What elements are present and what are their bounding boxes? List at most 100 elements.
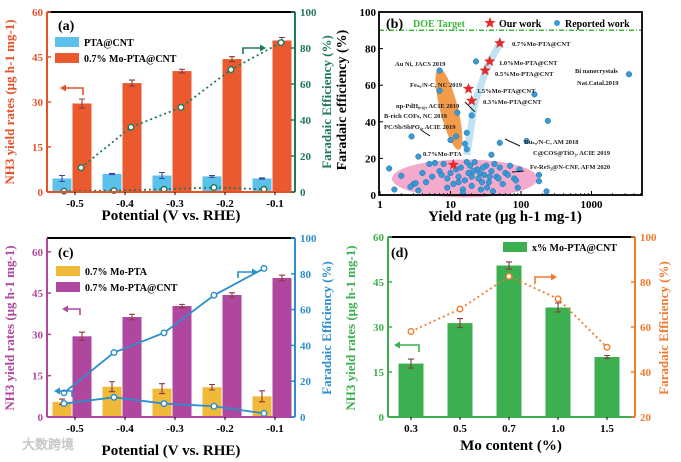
panel-label: (d) [391, 246, 408, 261]
star-label: 1.5%Mo-PTA@CNT [477, 88, 536, 95]
reported-point [625, 71, 633, 78]
x-tick-label: 100 [513, 199, 530, 211]
reported-point [514, 184, 521, 191]
reported-point [423, 179, 430, 186]
right-y-tick-label: 20 [300, 376, 312, 388]
star-label: 0.7%Mo-PTA@CNT [512, 41, 571, 48]
annotation: B-rich COFs, NC 2019 [384, 113, 448, 120]
reported-point [436, 87, 443, 94]
reported-point [499, 180, 506, 188]
right-y-tick-label: 60 [300, 79, 312, 91]
highlight-region-orange [435, 68, 463, 150]
right-y-tick-label: 80 [300, 43, 312, 55]
right-y-tick-label: 100 [640, 232, 657, 244]
right-axis-arrow-head [252, 268, 258, 276]
y-axis-title: NH3 yield rates (μg h-1 mg-1) [2, 19, 17, 184]
y-tick-label: 60 [32, 7, 44, 19]
reported-point [472, 58, 480, 65]
y-tick-label: 30 [32, 97, 44, 109]
fe-point [407, 328, 415, 336]
reported-point [408, 133, 415, 140]
y-tick-label: 0 [379, 412, 385, 424]
reported-point [461, 177, 468, 184]
fe-point [77, 164, 85, 172]
reported-point [461, 140, 468, 147]
error-bar [209, 174, 215, 178]
x-tick-label: -0.1 [266, 198, 283, 210]
annotation: Feₛₐ/N-C, NC 2019 [410, 82, 463, 89]
bar [72, 103, 92, 192]
bar [222, 295, 242, 417]
x-tick-label: -0.2 [216, 423, 234, 435]
reported-point [468, 173, 475, 180]
reported-point [426, 160, 433, 167]
panel-b [378, 11, 643, 198]
right-axis-arrow-head [54, 387, 60, 395]
annotation: C@COS@TiO₂, ACIE 2019 [533, 150, 611, 157]
reported-point [468, 182, 475, 189]
y-tick-label: 0 [38, 412, 44, 424]
y-tick-label: 60 [365, 80, 377, 92]
reported-point [471, 159, 478, 166]
error-bar [279, 274, 285, 282]
fe-point [110, 349, 118, 357]
bar [272, 277, 292, 417]
legend-label: 0.7% Mo-PTA@CNT [84, 54, 177, 65]
legend-point-icon [554, 20, 560, 26]
right-y-tick-label: 40 [640, 367, 652, 379]
error-bar [209, 383, 215, 391]
x-axis-title: Potential (V vs. RHE) [102, 443, 241, 459]
bar [72, 336, 92, 417]
error-bar [179, 68, 185, 74]
bar [52, 178, 72, 192]
fe-point [277, 39, 285, 47]
error-bar [159, 383, 165, 395]
y-tick-label: 15 [32, 371, 44, 383]
x-tick-label: 1.5 [600, 423, 614, 435]
error-bar [109, 381, 115, 393]
fe-point [505, 272, 513, 280]
right-y-tick-label: 60 [640, 322, 652, 334]
error-bar [229, 56, 235, 63]
error-bar [408, 358, 414, 369]
fe-point [260, 264, 268, 272]
error-bar [259, 390, 265, 403]
fe-point [260, 409, 268, 417]
our-work-star [494, 37, 506, 48]
legend-our-work: Our work [499, 19, 542, 30]
legend-star-icon [484, 17, 496, 28]
error-bar [506, 261, 512, 270]
y-tick-label: 80 [365, 44, 377, 56]
right-y-tick-label: 80 [300, 269, 312, 281]
error-bar [79, 331, 85, 341]
bar [122, 83, 142, 192]
reported-point [488, 151, 495, 158]
error-bar [129, 79, 135, 87]
annotation: PC/Sb/SbPO₄, ACIE 2019 [384, 124, 456, 131]
y-tick-label: 60 [32, 247, 44, 259]
reported-point [429, 173, 436, 180]
watermark: 大数跨境 [22, 437, 74, 452]
reported-point [468, 112, 475, 119]
right-axis-arrow [242, 47, 262, 54]
fe-point [554, 295, 562, 303]
y-tick-label: 45 [32, 288, 44, 300]
our-work-star [466, 94, 478, 106]
reported-point [484, 184, 491, 191]
reported-point [440, 160, 447, 167]
reported-point [444, 184, 451, 191]
y-tick-label: 45 [373, 277, 385, 289]
panel-label: (c) [58, 246, 74, 261]
x-tick-label: 1.0 [551, 423, 565, 435]
panel-label: (a) [58, 19, 75, 34]
y-axis-title: NH3 yield rates (μg h-1 mg-1) [343, 245, 358, 410]
reported-point [535, 178, 543, 185]
reported-point [431, 159, 438, 167]
panel-d [387, 236, 636, 420]
bar [122, 317, 142, 417]
fe-line [410, 275, 608, 348]
reported-point [531, 91, 538, 98]
right-y-tick-label: 60 [300, 305, 312, 317]
fe-point [227, 66, 235, 74]
annotation-arrow [420, 129, 431, 137]
